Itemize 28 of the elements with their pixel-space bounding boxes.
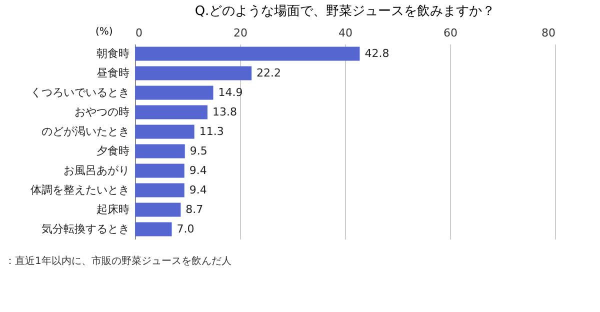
x-tick-label: 60 [444,26,458,40]
data-label: 8.7 [186,202,204,216]
data-label: 9.4 [189,183,207,196]
y-tick-label: のどが渇いたとき [42,124,130,138]
x-axis-title: (%) [96,26,113,38]
x-tick-label: 20 [234,26,248,40]
y-tick-label: おやつの時 [74,105,130,118]
data-label: 13.8 [212,105,237,118]
y-tick-label: 朝食時 [96,46,130,60]
x-tick-label: 0 [136,26,142,40]
y-tick-label: くつろいでいるとき [30,86,130,99]
x-tick-label: 80 [542,26,556,40]
text: ：直近1年以内に、市販の野菜ジュースを飲んだ人 [5,255,232,267]
y-tick-label: 気分転換するとき [42,222,130,236]
y-tick-label: お風呂あがり [64,164,130,177]
data-label: 14.9 [218,86,243,99]
data-label: 11.3 [199,124,224,138]
data-label: 22.2 [256,66,282,80]
data-label: 9.4 [189,164,207,177]
y-tick-label: 体調を整えたいとき [30,183,130,196]
y-tick-label: 昼食時 [96,66,130,80]
data-label: 7.0 [176,222,194,236]
data-label: 42.8 [364,46,390,60]
y-tick-label: 起床時 [96,202,130,216]
x-tick-label: 40 [338,26,352,40]
chart-title: Q.どのような場面で、野菜ジュースを飲みますか？ [194,4,496,19]
y-tick-label: 夕食時 [96,144,130,158]
data-label: 9.5 [190,144,208,158]
